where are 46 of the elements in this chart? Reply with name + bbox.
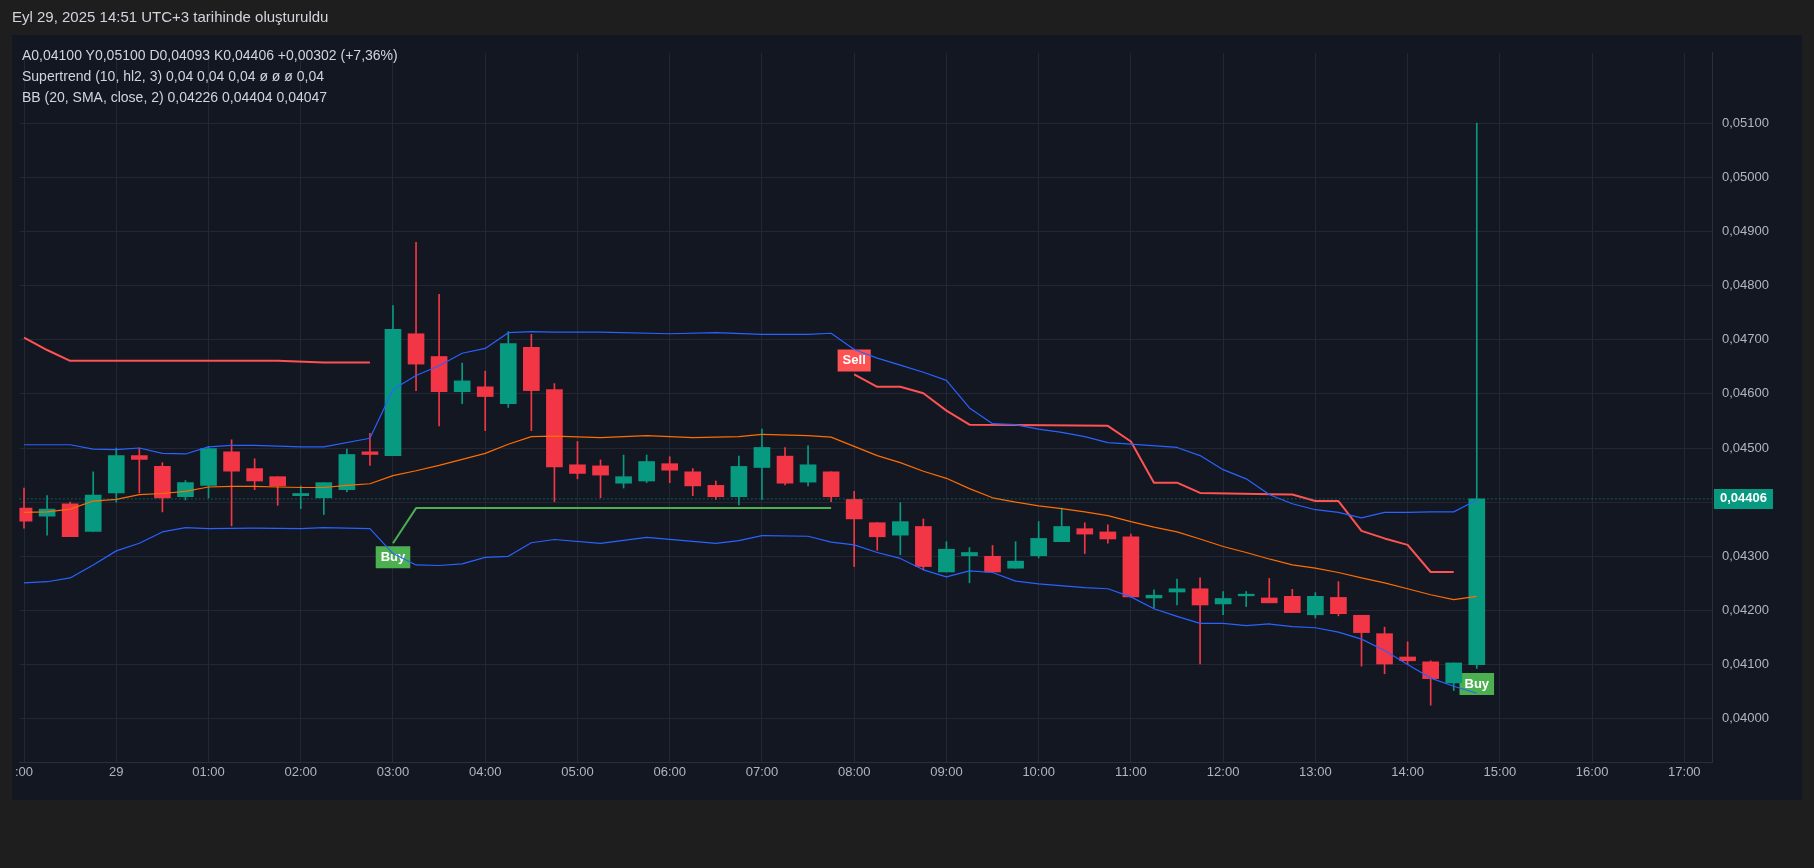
x-tick-label: 04:00: [468, 764, 502, 780]
annotation: A0,04100 Y0,05100 D0,04093 K0,04406 +0,00302 (+7,36%): [22, 46, 398, 65]
candlestick: [1260, 578, 1278, 604]
x-tick-label: 05:00: [561, 764, 594, 780]
candlestick: [1191, 577, 1209, 665]
x-tick-label: 07:00: [745, 764, 779, 780]
x-tick-label: 16:00: [1575, 764, 1609, 780]
y-tick-label: 0,05000: [1722, 168, 1769, 184]
candlestick: [1214, 591, 1232, 616]
annotation: Buy: [1464, 675, 1490, 691]
candlestick: [407, 241, 425, 391]
x-tick-label: 01:00: [192, 764, 225, 780]
x-tick-label: 10:00: [1022, 764, 1055, 780]
y-tick-label: 0,04600: [1722, 385, 1769, 401]
x-tick-label: 14:00: [1391, 764, 1424, 780]
candlestick: [476, 370, 494, 432]
candlestick: [361, 433, 379, 466]
x-tick-label: 13:00: [1299, 764, 1332, 780]
annotation: Sell: [842, 351, 866, 367]
x-tick-label: 17:00: [1668, 764, 1701, 780]
y-tick-label: 0,04700: [1722, 331, 1769, 347]
x-tick-label: 02:00: [284, 764, 318, 780]
y-tick-label: 0,05100: [1722, 114, 1769, 130]
x-tick-label: 29: [109, 764, 124, 780]
ref-line-label: 0,04406: [1720, 490, 1767, 506]
chart-title: Eyl 29, 2025 14:51 UTC+3 tarihinde oluşturuldu: [12, 8, 329, 25]
annotation: BB (20, SMA, close, 2) 0,04226 0,04404 0,04047: [22, 88, 329, 107]
x-tick-label: 08:00: [837, 764, 871, 780]
x-tick-label: 03:00: [376, 764, 410, 780]
x-tick-label: :00: [15, 764, 34, 780]
y-tick-label: 0,04200: [1722, 601, 1769, 617]
y-tick-label: 0,04000: [1722, 710, 1769, 726]
x-tick-label: 09:00: [930, 764, 963, 780]
x-tick-label: 12:00: [1206, 764, 1240, 780]
x-tick-label: 15:00: [1483, 764, 1517, 780]
y-tick-label: 0,04800: [1722, 277, 1769, 293]
y-tick-label: 0,04100: [1722, 656, 1769, 672]
candlestick: [1076, 522, 1094, 554]
candlestick: [1168, 578, 1186, 606]
y-tick-label: 0,04900: [1722, 223, 1769, 239]
candlestick: [891, 502, 909, 555]
x-tick-label: 11:00: [1115, 764, 1147, 780]
x-tick-label: 06:00: [653, 764, 686, 780]
annotation: Supertrend (10, hl2, 3) 0,04 0,04 0,04 ø ø ø 0,04: [22, 67, 325, 86]
y-tick-label: 0,04500: [1722, 439, 1769, 455]
y-tick-label: 0,04300: [1722, 547, 1769, 563]
